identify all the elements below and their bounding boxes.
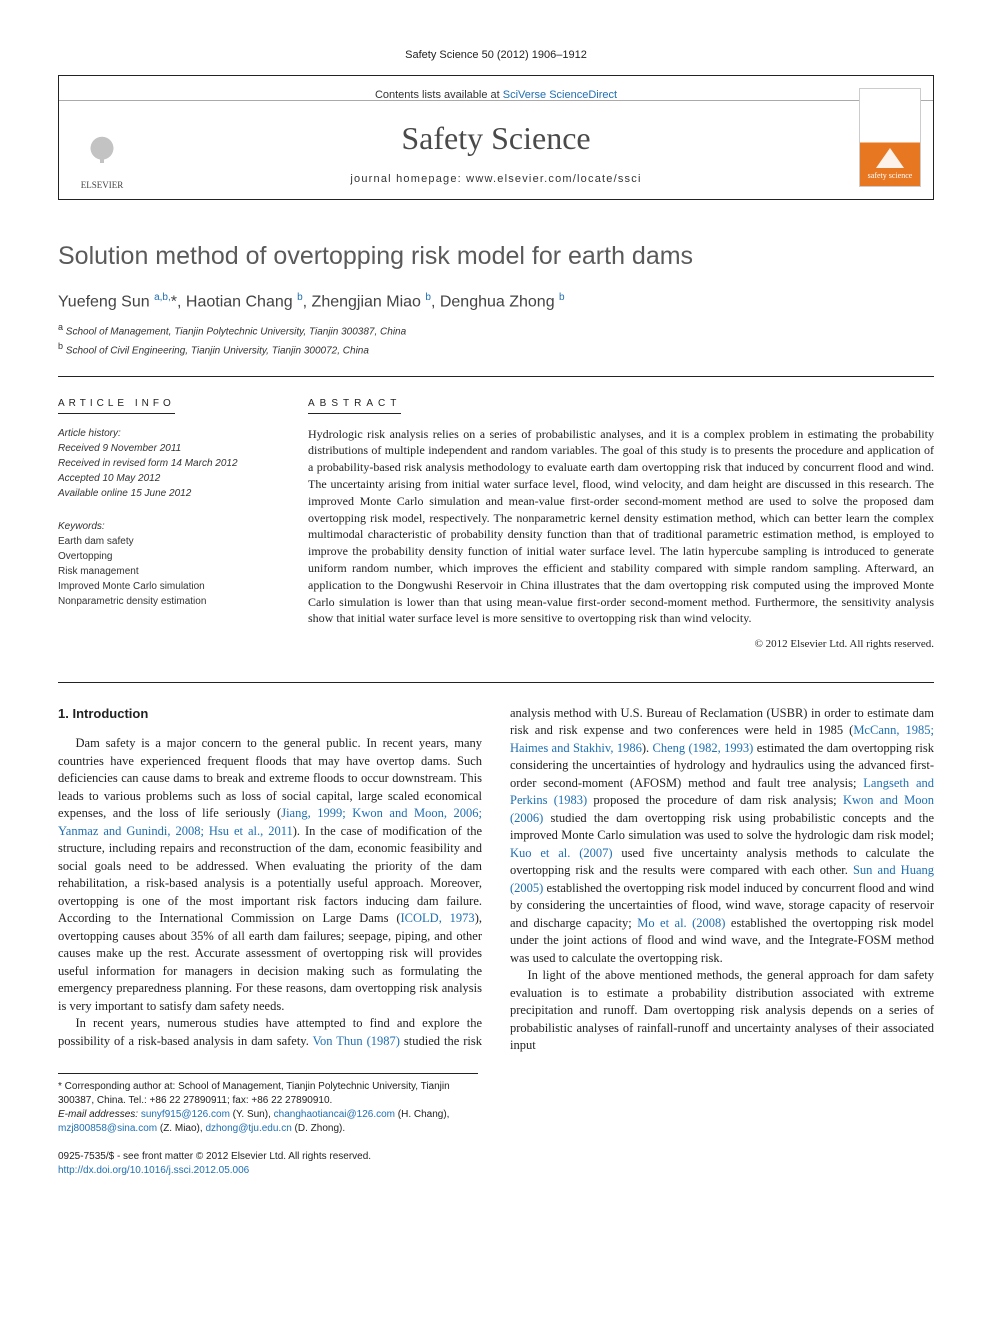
journal-header-box: ELSEVIER safety science Contents lists a… — [58, 75, 934, 200]
email-link[interactable]: sunyf915@126.com — [141, 1109, 230, 1120]
abstract-head: ABSTRACT — [308, 397, 401, 414]
page-identifier: Safety Science 50 (2012) 1906–1912 — [58, 48, 934, 63]
body-text: ), overtopping causes about 35% of all e… — [58, 911, 482, 1013]
affiliations: a School of Management, Tianjin Polytech… — [58, 321, 934, 358]
section-heading-intro: 1. Introduction — [58, 705, 482, 723]
elsevier-logo: ELSEVIER — [71, 129, 133, 191]
email-link[interactable]: dzhong@tju.edu.cn — [205, 1123, 291, 1134]
publisher-name: ELSEVIER — [81, 180, 124, 190]
keyword: Improved Monte Carlo simulation — [58, 579, 278, 594]
triangle-icon — [876, 148, 904, 168]
homepage-url: www.elsevier.com/locate/ssci — [466, 173, 641, 185]
keywords-block: Keywords: Earth dam safetyOvertoppingRis… — [58, 519, 278, 609]
copyright-line: © 2012 Elsevier Ltd. All rights reserved… — [308, 637, 934, 652]
doi-link[interactable]: http://dx.doi.org/10.1016/j.ssci.2012.05… — [58, 1165, 249, 1176]
contents-line: Contents lists available at SciVerse Sci… — [149, 88, 843, 103]
homepage-prefix: journal homepage: — [350, 173, 466, 185]
body-paragraph: Dam safety is a major concern to the gen… — [58, 735, 482, 1015]
journal-cover-badge: safety science — [859, 88, 921, 187]
contents-prefix: Contents lists available at — [375, 89, 503, 101]
article-history: Article history: Received 9 November 201… — [58, 426, 278, 501]
front-matter: 0925-7535/$ - see front matter © 2012 El… — [58, 1150, 934, 1178]
divider — [58, 682, 934, 683]
article-info-row: ARTICLE INFO Article history: Received 9… — [58, 376, 934, 652]
citation-link[interactable]: Von Thun (1987) — [313, 1034, 400, 1048]
sciencedirect-link[interactable]: SciVerse ScienceDirect — [503, 89, 617, 101]
history-line: Available online 15 June 2012 — [58, 486, 278, 501]
homepage-line: journal homepage: www.elsevier.com/locat… — [149, 172, 843, 187]
email-addresses: E-mail addresses: sunyf915@126.com (Y. S… — [58, 1108, 478, 1136]
keyword: Earth dam safety — [58, 534, 278, 549]
citation-link[interactable]: Mo et al. (2008) — [637, 916, 725, 930]
keyword: Risk management — [58, 564, 278, 579]
badge-text: safety science — [868, 171, 913, 182]
history-line: Received 9 November 2011 — [58, 441, 278, 456]
journal-name: Safety Science — [149, 117, 843, 160]
keyword: Overtopping — [58, 549, 278, 564]
email-link[interactable]: mzj800858@sina.com — [58, 1123, 157, 1134]
history-line: Received in revised form 14 March 2012 — [58, 456, 278, 471]
page-root: Safety Science 50 (2012) 1906–1912 ELSEV… — [0, 0, 992, 1218]
emails-label: E-mail addresses: — [58, 1109, 138, 1120]
abstract-text: Hydrologic risk analysis relies on a ser… — [308, 426, 934, 628]
author-list: Yuefeng Sun a,b,*, Haotian Chang b, Zhen… — [58, 291, 934, 313]
body-text: ). In the case of modification of the st… — [58, 824, 482, 926]
body-columns: 1. Introduction Dam safety is a major co… — [58, 705, 934, 1055]
citation-link[interactable]: ICOLD, 1973 — [401, 911, 475, 925]
front-matter-line: 0925-7535/$ - see front matter © 2012 El… — [58, 1150, 934, 1164]
keyword: Nonparametric density estimation — [58, 594, 278, 609]
history-label: Article history: — [58, 426, 278, 441]
body-text: studied the dam overtopping risk using p… — [510, 811, 934, 843]
corresponding-author-footer: * Corresponding author at: School of Man… — [58, 1073, 478, 1136]
article-info-column: ARTICLE INFO Article history: Received 9… — [58, 393, 278, 652]
article-title: Solution method of overtopping risk mode… — [58, 240, 934, 274]
history-line: Accepted 10 May 2012 — [58, 471, 278, 486]
keywords-label: Keywords: — [58, 519, 278, 534]
body-text: ). — [642, 741, 653, 755]
citation-link[interactable]: Cheng (1982, 1993) — [653, 741, 754, 755]
abstract-column: ABSTRACT Hydrologic risk analysis relies… — [308, 393, 934, 652]
email-link[interactable]: changhaotiancai@126.com — [274, 1109, 395, 1120]
body-paragraph: In light of the above mentioned methods,… — [510, 967, 934, 1055]
citation-link[interactable]: Kuo et al. (2007) — [510, 846, 613, 860]
corresponding-note: * Corresponding author at: School of Man… — [58, 1080, 478, 1108]
article-info-head: ARTICLE INFO — [58, 397, 175, 414]
body-text: proposed the procedure of dam risk analy… — [587, 793, 843, 807]
elsevier-tree-icon — [78, 129, 126, 177]
